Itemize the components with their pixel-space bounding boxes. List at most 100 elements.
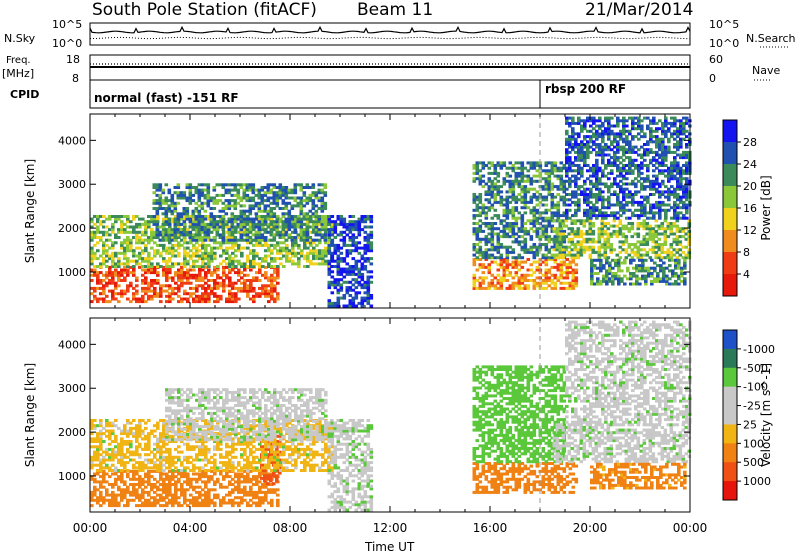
- echo-cell: [472, 232, 477, 236]
- echo-cell: [366, 243, 371, 247]
- echo-cell: [627, 222, 632, 225]
- echo-cell: [111, 259, 115, 263]
- echo-cell: [167, 204, 172, 208]
- echo-cell: [111, 241, 115, 245]
- echo-cell: [293, 228, 298, 232]
- echo-cell: [661, 129, 665, 133]
- echo-cell: [475, 206, 480, 210]
- nave-right-tick-bottom: 0: [709, 72, 716, 85]
- echo-cell: [632, 282, 636, 286]
- echo-cell: [147, 262, 151, 266]
- echo-cell: [613, 124, 617, 128]
- echo-cell: [643, 198, 647, 202]
- echo-cell: [544, 245, 549, 249]
- echo-cell: [323, 233, 328, 237]
- echo-cell: [505, 263, 510, 267]
- echo-cell: [608, 264, 612, 268]
- echo-cell: [197, 196, 202, 200]
- echo-cell: [180, 217, 184, 221]
- echo-cell: [613, 137, 617, 141]
- echo-cell: [161, 230, 166, 234]
- echo-cell: [502, 211, 507, 215]
- echo-cell: [553, 169, 558, 173]
- echo-cell: [592, 182, 596, 186]
- echo-cell: [177, 262, 181, 266]
- echo-cell: [209, 222, 214, 226]
- echo-cell: [227, 199, 232, 203]
- echo-cell: [96, 273, 100, 277]
- echo-cell: [547, 190, 552, 194]
- echo-cell: [475, 214, 480, 218]
- echo-cell: [574, 145, 578, 149]
- echo-cell: [204, 271, 208, 275]
- echo-cell: [676, 193, 680, 196]
- echo-cell: [360, 228, 365, 232]
- echo-cell: [153, 217, 157, 221]
- echo-cell: [499, 281, 504, 285]
- echo-cell: [170, 196, 175, 200]
- echo-cell: [210, 271, 214, 275]
- echo-cell: [508, 273, 513, 277]
- echo-cell: [141, 238, 145, 242]
- echo-cell: [684, 245, 689, 249]
- echo-cell: [535, 265, 540, 269]
- echo-cell: [348, 272, 353, 276]
- echo-cell: [236, 238, 241, 242]
- echo-cell: [258, 257, 262, 261]
- echo-cell: [150, 215, 154, 218]
- echo-cell: [249, 265, 253, 268]
- echo-cell: [505, 200, 510, 204]
- echo-cell: [233, 215, 238, 218]
- echo-cell: [673, 156, 677, 160]
- echo-cell: [664, 214, 668, 218]
- echo-cell: [354, 236, 359, 239]
- echo-cell: [273, 259, 277, 263]
- echo-cell: [209, 225, 214, 229]
- echo-cell: [105, 273, 109, 277]
- echo-cell: [317, 188, 322, 192]
- echo-cell: [630, 222, 635, 225]
- noise-right-tick-top: 10^5: [709, 18, 740, 31]
- echo-cell: [204, 286, 208, 290]
- echo-cell: [582, 222, 587, 225]
- echo-cell: [171, 236, 175, 239]
- echo-cell: [132, 286, 136, 290]
- echo-cell: [183, 217, 187, 221]
- echo-cell: [197, 193, 202, 197]
- echo-cell: [487, 237, 492, 241]
- echo-cell: [604, 143, 608, 146]
- echo-cell: [595, 206, 599, 210]
- echo-cell: [170, 199, 175, 203]
- echo-cell: [676, 177, 680, 181]
- echo-cell: [621, 227, 626, 231]
- echo-cell: [628, 140, 632, 144]
- echo-cell: [622, 190, 626, 194]
- echo-cell: [481, 179, 486, 183]
- echo-cell: [345, 249, 350, 253]
- echo-cell: [287, 212, 292, 216]
- echo-cell: [598, 177, 602, 181]
- echo-cell: [204, 251, 208, 255]
- echo-cell: [583, 137, 587, 141]
- echo-cell: [138, 225, 142, 229]
- echo-cell: [670, 174, 674, 178]
- echo-cell: [538, 235, 543, 239]
- echo-cell: [649, 137, 653, 141]
- echo-cell: [641, 274, 645, 278]
- echo-cell: [218, 236, 223, 239]
- echo-cell: [180, 284, 184, 288]
- echo-cell: [523, 222, 528, 225]
- echo-cell: [532, 279, 537, 282]
- echo-cell: [230, 215, 235, 218]
- echo-cell: [595, 187, 599, 191]
- echo-cell: [255, 292, 259, 296]
- echo-cell: [616, 132, 620, 136]
- echo-cell: [644, 266, 648, 270]
- echo-cell: [590, 264, 594, 268]
- echo-cell: [266, 225, 271, 229]
- echo-cell: [90, 220, 94, 224]
- echo-cell: [616, 121, 620, 125]
- echo-cell: [189, 276, 193, 280]
- echo-cell: [278, 220, 283, 224]
- echo-cell: [558, 243, 563, 246]
